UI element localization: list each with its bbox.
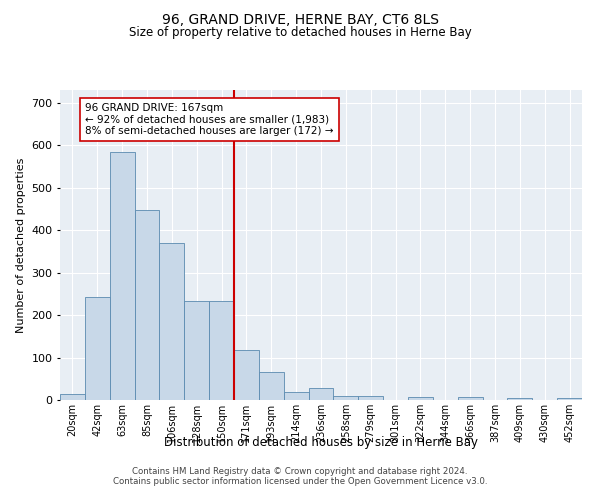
Text: Contains public sector information licensed under the Open Government Licence v3: Contains public sector information licen… — [113, 478, 487, 486]
Bar — [557, 398, 582, 400]
Bar — [60, 394, 85, 400]
Bar — [160, 243, 184, 400]
Bar — [134, 210, 160, 400]
Bar — [184, 302, 209, 400]
Y-axis label: Number of detached properties: Number of detached properties — [16, 158, 26, 332]
Text: Contains HM Land Registry data © Crown copyright and database right 2024.: Contains HM Land Registry data © Crown c… — [132, 466, 468, 475]
Text: 96, GRAND DRIVE, HERNE BAY, CT6 8LS: 96, GRAND DRIVE, HERNE BAY, CT6 8LS — [161, 12, 439, 26]
Bar — [234, 350, 259, 400]
Text: Size of property relative to detached houses in Herne Bay: Size of property relative to detached ho… — [128, 26, 472, 39]
Bar — [358, 396, 383, 400]
Bar — [508, 398, 532, 400]
Bar — [408, 398, 433, 400]
Bar — [85, 297, 110, 400]
Bar — [284, 392, 308, 400]
Bar — [308, 388, 334, 400]
Bar — [110, 152, 134, 400]
Text: Distribution of detached houses by size in Herne Bay: Distribution of detached houses by size … — [164, 436, 478, 449]
Bar — [334, 396, 358, 400]
Bar — [209, 302, 234, 400]
Bar — [458, 396, 482, 400]
Bar — [259, 372, 284, 400]
Text: 96 GRAND DRIVE: 167sqm
← 92% of detached houses are smaller (1,983)
8% of semi-d: 96 GRAND DRIVE: 167sqm ← 92% of detached… — [85, 102, 334, 136]
